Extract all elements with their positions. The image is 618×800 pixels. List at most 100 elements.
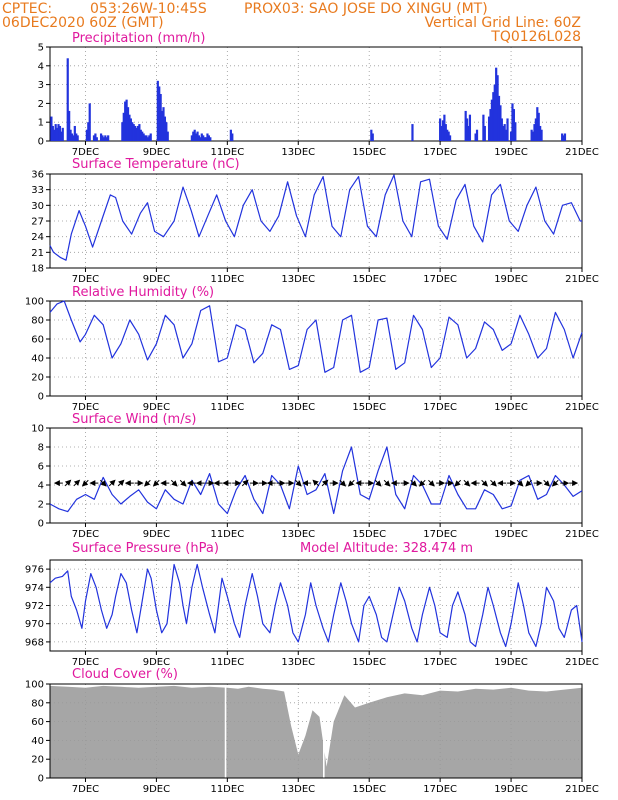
precip-bar <box>530 129 533 141</box>
y-tick-label: 80 <box>31 316 44 327</box>
precip-bar <box>139 129 142 141</box>
precip-bar <box>231 133 234 141</box>
precip-bar <box>61 127 64 141</box>
precip-bar <box>162 107 165 141</box>
precip-bar <box>209 137 212 141</box>
wind-vector <box>347 479 355 487</box>
x-tick-label: 9DEC <box>143 147 170 158</box>
precip-bar <box>122 112 125 141</box>
precip-bar <box>440 125 443 141</box>
precip-bar <box>101 135 104 141</box>
temperature-panel: Surface Temperature (nC) 18 21 24 27 30 33 36 7D… <box>31 157 599 285</box>
precip-bar <box>156 80 159 141</box>
precip-bar <box>505 129 508 141</box>
wind-vector <box>143 479 151 487</box>
x-tick-label: 7DEC <box>72 147 99 158</box>
precip-bar <box>193 129 196 141</box>
wind-line <box>49 446 583 515</box>
precip-bar <box>72 135 75 141</box>
x-tick-label: 21DEC <box>565 529 599 540</box>
precip-bar <box>159 94 162 141</box>
precip-bar <box>146 137 149 141</box>
precip-bar <box>448 135 452 141</box>
wind-vector <box>481 479 489 487</box>
y-tick-label: 10 <box>31 424 44 435</box>
y-tick-label: 976 <box>25 565 44 576</box>
y-tick-label: 4 <box>38 481 44 492</box>
precip-panel: Precipitation (mm/h) 0 1 2 3 4 5 7DEC 9DEC 11DEC 1… <box>38 31 599 158</box>
y-tick-label: 21 <box>31 248 44 259</box>
x-tick-label: 19DEC <box>494 529 528 540</box>
precip-bar <box>75 133 78 141</box>
precip-bar <box>495 67 498 141</box>
wind-vector <box>170 479 178 487</box>
precip-bar <box>511 103 514 141</box>
precip-bar <box>490 99 494 141</box>
plot-frame <box>49 427 583 524</box>
x-tick-label: 7DEC <box>72 529 99 540</box>
precip-bar <box>496 75 499 141</box>
wind-vector <box>418 479 426 487</box>
x-tick-label: 17DEC <box>423 784 457 795</box>
precip-bar <box>92 135 96 141</box>
precip-bar <box>163 116 167 141</box>
precip-bar <box>489 109 492 141</box>
y-tick-label: 60 <box>31 335 44 346</box>
cloud-cover-area <box>50 685 582 778</box>
wind-vector <box>454 479 462 487</box>
wind-vector <box>543 479 551 487</box>
x-tick-label: 13DEC <box>281 274 315 285</box>
precip-bar <box>534 118 537 141</box>
temp-line <box>49 174 582 261</box>
precip-bar <box>563 133 567 141</box>
precip-bar <box>60 131 63 141</box>
x-tick-label: 19DEC <box>494 402 528 413</box>
x-tick-label: 15DEC <box>352 784 386 795</box>
precip-bar <box>503 124 506 141</box>
y-tick-label: 974 <box>25 583 44 594</box>
precip-bar <box>502 125 505 141</box>
y-tick-label: 40 <box>31 354 44 365</box>
x-tick-label: 19DEC <box>494 147 528 158</box>
wind-vector <box>551 479 559 487</box>
x-tick-label: 11DEC <box>210 274 244 285</box>
wind-vector <box>516 479 524 487</box>
x-tick-label: 21DEC <box>565 274 599 285</box>
x-tick-label: 21DEC <box>565 147 599 158</box>
panel-title: Precipitation (mm/h) <box>72 31 205 46</box>
precip-bar <box>58 125 62 141</box>
x-tick-label: 21DEC <box>565 784 599 795</box>
precip-bar <box>370 129 373 141</box>
precip-bar <box>200 133 203 141</box>
precip-bar <box>195 133 198 141</box>
x-tick-label: 7DEC <box>72 274 99 285</box>
precip-bar <box>196 131 199 141</box>
precip-bar <box>66 58 69 141</box>
precip-bar <box>506 118 509 141</box>
x-tick-label: 7DEC <box>72 402 99 413</box>
wind-vector <box>64 479 72 487</box>
precip-bar <box>85 129 88 141</box>
y-tick-label: 60 <box>31 717 44 728</box>
precip-bar <box>203 137 206 141</box>
precip-bar <box>464 110 467 141</box>
precip-bar <box>468 114 472 141</box>
header-model: TQ0126L028 <box>490 29 581 45</box>
wind-vector <box>100 479 107 487</box>
cloud-gap <box>224 684 227 778</box>
precip-bar <box>533 124 536 141</box>
plot-frame <box>49 683 583 779</box>
precip-bar <box>94 133 97 141</box>
precip-bar <box>50 116 53 141</box>
y-tick-label: 8 <box>38 443 44 454</box>
precip-bar <box>99 133 103 141</box>
precip-bar <box>51 125 54 141</box>
precip-bar <box>561 133 564 141</box>
precip-bar <box>539 125 542 141</box>
precip-bar <box>88 103 91 141</box>
precip-bar <box>531 131 535 141</box>
precip-bar <box>148 135 151 141</box>
wind-vector <box>241 479 249 487</box>
x-tick-label: 21DEC <box>565 402 599 413</box>
